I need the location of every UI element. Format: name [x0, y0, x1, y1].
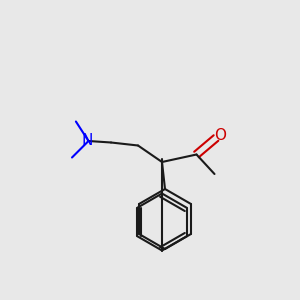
- Text: N: N: [81, 133, 93, 148]
- Text: O: O: [214, 128, 226, 143]
